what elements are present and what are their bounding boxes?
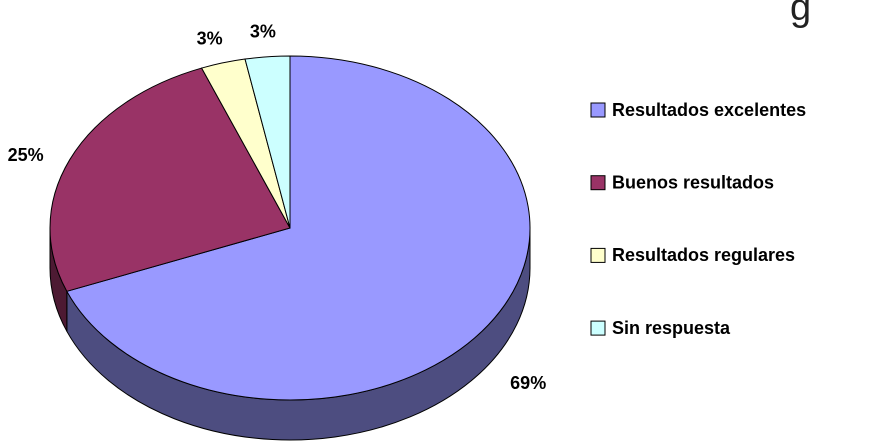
slice [49,67,291,292]
slice [244,55,291,229]
data-label: 3% [197,29,223,49]
legend-swatch [590,247,606,263]
data-label: 3% [250,21,276,41]
legend-label: Sin respuesta [612,318,731,338]
data-label: 25% [8,145,44,165]
slice [66,55,531,401]
legend-swatch [590,102,606,118]
data-label: 69% [510,373,546,393]
legend-label: Resultados regulares [612,245,795,265]
legend-label: Buenos resultados [612,172,774,192]
legend-swatch [590,175,606,191]
chart-title: g [790,0,811,29]
legend-swatch [590,320,606,336]
legend-label: Resultados excelentes [612,100,806,120]
